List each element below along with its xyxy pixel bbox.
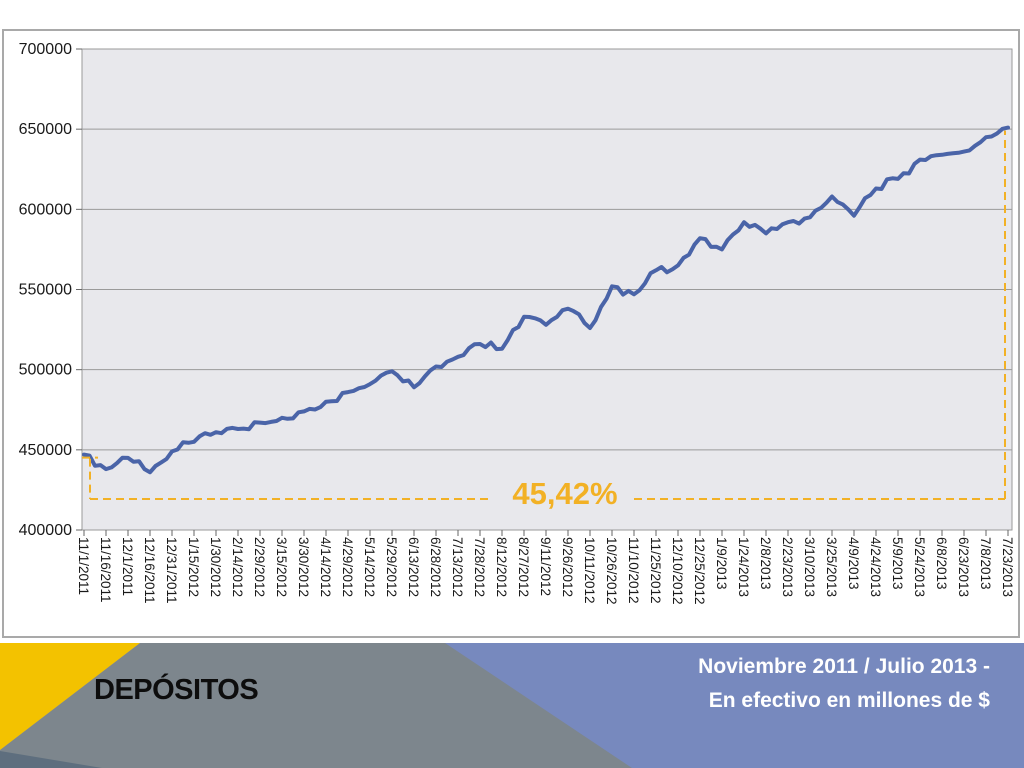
x-tick-label: 7/28/2012 — [472, 537, 487, 597]
x-tick-label: 1/15/2012 — [186, 537, 201, 597]
x-tick-label: 7/23/2013 — [1000, 537, 1015, 597]
x-tick-label: 9/26/2012 — [560, 537, 575, 597]
deposits-line-chart: 400000 450000 500000 550000 600000 650000 7000… — [19, 41, 1015, 605]
y-tick-label: 450000 — [19, 442, 72, 459]
x-tick-label: 11/1/2011 — [76, 537, 91, 595]
chart-frame: 400000 450000 500000 550000 600000 650000 7000… — [2, 29, 1020, 638]
x-tick-label: 4/9/2013 — [846, 537, 861, 590]
slide-title: DEPÓSITOS — [94, 674, 259, 706]
x-tick-label: 4/24/2013 — [868, 537, 883, 597]
y-tick-label: 550000 — [19, 282, 72, 299]
y-tick-label: 500000 — [19, 362, 72, 379]
x-tick-label: 12/10/2012 — [670, 537, 685, 605]
x-tick-label: 8/12/2012 — [494, 537, 509, 597]
y-tick-label: 600000 — [19, 201, 72, 218]
y-tick-label: 700000 — [19, 41, 72, 58]
banner-shapes — [0, 643, 1024, 768]
x-tick-label: 4/29/2012 — [340, 537, 355, 597]
x-tick-label: 2/29/2012 — [252, 537, 267, 597]
x-tick-label: 5/29/2012 — [384, 537, 399, 597]
x-tick-label: 7/8/2013 — [978, 537, 993, 590]
x-tick-label: 2/23/2013 — [780, 537, 795, 597]
x-tick-label: 6/8/2013 — [934, 537, 949, 590]
footer-banner — [0, 643, 1024, 768]
x-tick-label: 2/8/2013 — [758, 537, 773, 590]
x-tick-label: 5/14/2012 — [362, 537, 377, 597]
x-tick-label: 3/10/2013 — [802, 537, 817, 597]
deposits-series-line — [82, 125, 1010, 475]
banner-yellow-triangle — [0, 643, 140, 750]
x-tick-label: 11/25/2012 — [648, 537, 663, 604]
x-tick-label: 6/13/2012 — [406, 537, 421, 597]
x-tick-label: 12/1/2011 — [120, 537, 135, 596]
x-tick-label: 2/14/2012 — [230, 537, 245, 597]
y-tick-label: 650000 — [19, 121, 72, 138]
x-tick-label: 5/9/2013 — [890, 537, 905, 590]
subtitle-line-2: En efectivo en millones de $ — [708, 689, 990, 712]
x-tick-label: 8/27/2012 — [516, 537, 531, 597]
y-tick-label: 400000 — [19, 522, 72, 539]
x-tick-label: 12/25/2012 — [692, 537, 707, 605]
x-tick-label: 1/30/2012 — [208, 537, 223, 597]
growth-percentage-label: 45,42% — [512, 476, 618, 511]
x-tick-label: 7/13/2012 — [450, 537, 465, 597]
subtitle-line-1: Noviembre 2011 / Julio 2013 - — [698, 655, 990, 678]
x-tick-label: 4/14/2012 — [318, 537, 333, 597]
x-tick-label: 6/23/2013 — [956, 537, 971, 597]
x-tick-label: 3/15/2012 — [274, 537, 289, 597]
x-tick-label: 6/28/2012 — [428, 537, 443, 597]
banner-gray-band — [0, 643, 632, 768]
x-tick-label: 1/9/2013 — [714, 537, 729, 590]
x-tick-label: 5/24/2013 — [912, 537, 927, 597]
x-tick-label: 12/31/2011 — [164, 537, 179, 604]
x-tick-label: 11/10/2012 — [626, 537, 641, 604]
x-tick-label: 1/24/2013 — [736, 537, 751, 597]
x-tick-label: 12/16/2011 — [142, 537, 157, 604]
slide-subtitle: Noviembre 2011 / Julio 2013 - En efectiv… — [698, 650, 990, 718]
x-tick-label: 3/30/2012 — [296, 537, 311, 597]
x-tick-label: 11/16/2011 — [98, 537, 113, 603]
x-tick-label: 10/11/2012 — [582, 537, 597, 604]
x-tick-label: 3/25/2013 — [824, 537, 839, 597]
x-tick-label: 10/26/2012 — [604, 537, 619, 605]
banner-dark-triangle — [0, 751, 102, 768]
x-tick-label: 9/11/2012 — [538, 537, 553, 596]
